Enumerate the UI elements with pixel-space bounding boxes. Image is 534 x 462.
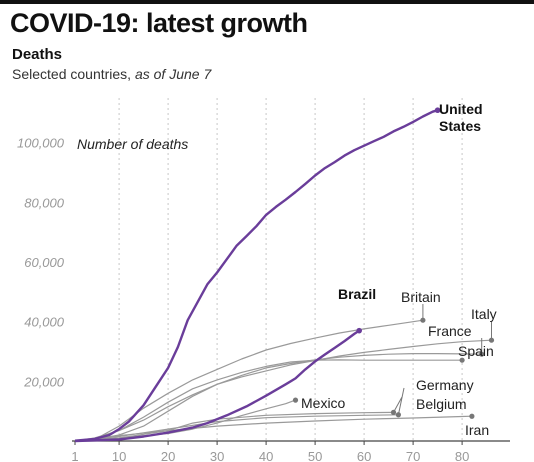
chart-title: COVID-19: latest growth [10,8,308,38]
series-label-line: Germany [416,377,474,393]
label-leader-line [397,387,405,415]
series-label-line: Brazil [338,286,376,302]
series-end-marker [356,327,363,334]
series-label-line: Iran [465,422,489,438]
series-label-brazil: Brazil [338,286,376,302]
series-label-britain: Britain [401,289,441,305]
series-label-line: Britain [401,289,441,305]
top-rule [0,0,534,4]
x-tick-label: 10 [112,449,126,462]
series-label-line: Mexico [301,395,346,411]
label-leader-line [295,400,297,403]
series-label-france: France [428,323,472,339]
series-label-line: United [439,101,483,117]
series-label-belgium: Belgium [416,396,467,412]
series-line-spain [74,359,463,442]
series-line-iran [74,415,472,442]
x-tick-label: 70 [406,449,420,462]
series-label-germany: Germany [416,377,474,393]
series-label-mexico: Mexico [301,395,346,411]
series-label-italy: Italy [471,306,497,322]
series-end-marker [469,413,475,419]
series-line-italy [74,339,492,442]
label-leader-line [393,396,403,413]
series-end-marker [434,107,441,114]
series-label-line: Belgium [416,396,467,412]
x-tick-label: 50 [308,449,322,462]
series-label-united-states: United States [439,101,483,134]
series-label-spain: Spain [458,343,494,359]
series-line-united-states [74,109,438,442]
series-label-iran: Iran [465,422,489,438]
series-line-brazil [74,329,360,443]
series-line-france [74,353,482,442]
x-tick-label: 80 [455,449,469,462]
y-tick-label: 20,000 [23,374,65,389]
series-label-line: France [428,323,472,339]
x-tick-label: 20 [161,449,175,462]
chart-note: Selected countries, as of June 7 [12,66,211,82]
series-label-line: Italy [471,306,497,322]
x-tick-label: 30 [210,449,224,462]
x-tick-label: 1 [71,449,78,462]
note-main: Selected countries, [12,66,135,82]
series-end-marker [459,357,465,363]
series-label-line: States [439,118,481,134]
chart-subtitle: Deaths [12,46,63,63]
y-tick-label: 100,000 [17,136,65,151]
x-tick-label: 40 [259,449,273,462]
y-tick-label: 60,000 [24,255,65,270]
y-tick-label: 80,000 [24,195,65,210]
note-date: as of June 7 [134,66,212,82]
x-tick-label: 60 [357,449,371,462]
series-label-line: Spain [458,343,494,359]
y-axis-label: Number of deaths [77,136,188,152]
y-tick-label: 40,000 [24,315,65,330]
